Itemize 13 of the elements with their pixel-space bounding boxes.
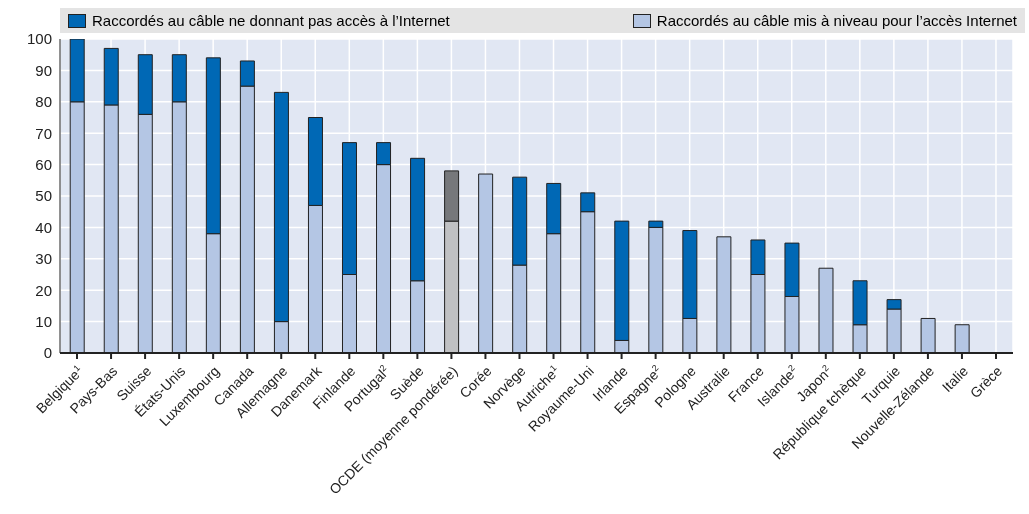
y-tick-label: 20 (35, 281, 52, 299)
y-tick-label: 80 (35, 93, 52, 111)
y-tick-label: 60 (35, 155, 52, 173)
y-tick-label: 40 (35, 218, 52, 236)
y-tick-label: 10 (35, 312, 52, 330)
y-tick-label: 90 (35, 61, 52, 79)
y-tick-label: 0 (43, 344, 52, 362)
y-tick-label: 30 (35, 250, 52, 268)
legend-label: Raccordés au câble mis à niveau pour l’accès Internet (656, 12, 1017, 29)
y-tick-label: 100 (26, 30, 52, 48)
y-tick-label: 70 (35, 124, 52, 142)
legend-label: Raccordés au câble ne donnant pas accès à l’Internet (92, 12, 450, 29)
y-tick-label: 50 (35, 187, 52, 205)
